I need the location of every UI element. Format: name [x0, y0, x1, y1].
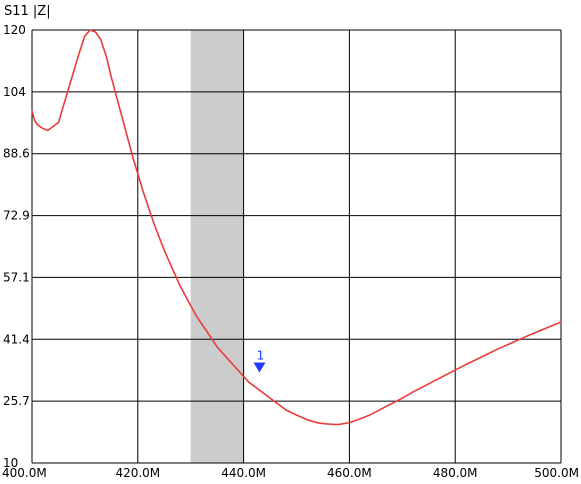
y-tick-label: 25.7 [3, 394, 30, 408]
y-tick-label: 10 [3, 456, 18, 470]
y-tick-label: 104 [3, 85, 26, 99]
grid [31, 29, 562, 464]
y-tick-label: 41.4 [3, 332, 30, 346]
x-tick-labels: 400.0M 420.0M 440.0M 460.0M 480.0M 500.0M [2, 466, 579, 480]
x-tick-label: 400.0M [2, 466, 47, 480]
y-tick-label: 72.9 [3, 209, 30, 223]
marker-triangle [253, 362, 266, 373]
chart-title: S11 |Z| [4, 4, 51, 19]
marker-label: 1 [257, 349, 265, 363]
highlight-band [190, 30, 244, 463]
series [31, 29, 562, 426]
y-tick-label: 88.6 [3, 147, 30, 161]
y-tick-label: 57.1 [3, 270, 30, 284]
x-tick-label: 440.0M [221, 466, 266, 480]
y-tick-label: 120 [3, 23, 26, 37]
highlight-band-rect [190, 30, 244, 463]
x-tick-label: 480.0M [433, 466, 478, 480]
y-tick-labels: 120 104 88.6 72.9 57.1 41.4 25.7 10 [3, 23, 30, 470]
markers: 1 [253, 349, 266, 373]
x-tick-label: 420.0M [115, 466, 160, 480]
x-tick-label: 500.0M [534, 466, 579, 480]
x-tick-label: 460.0M [327, 466, 372, 480]
series-line-1 [31, 29, 562, 426]
